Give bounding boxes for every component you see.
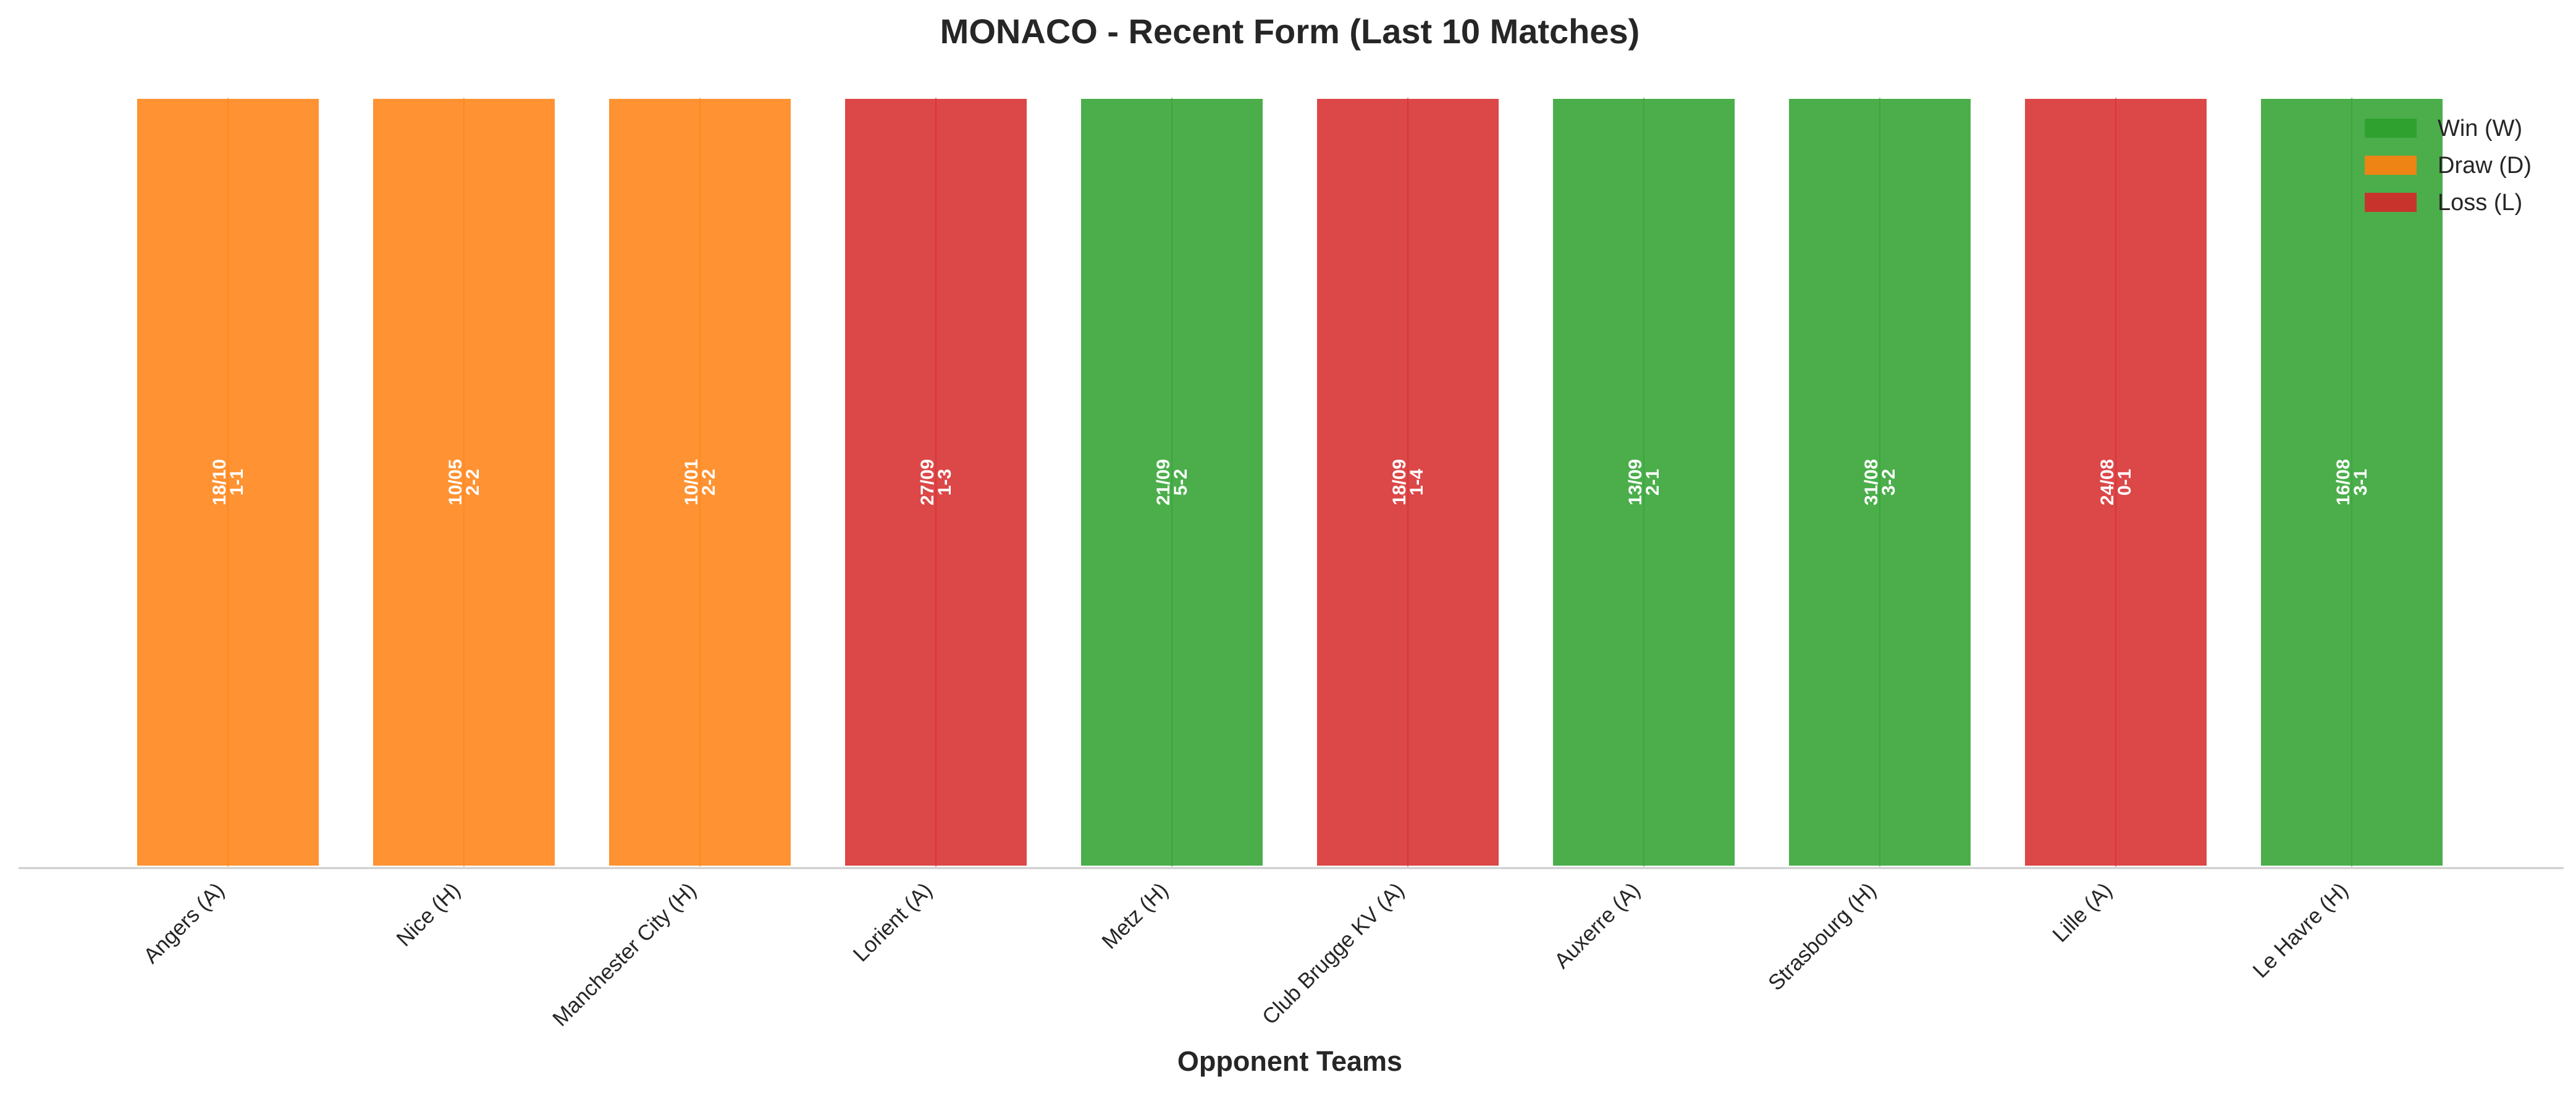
bar-date-label: 18/10 xyxy=(209,459,230,505)
legend-label-L: Loss (L) xyxy=(2438,190,2522,216)
bar-date-label: 21/09 xyxy=(1153,459,1174,505)
legend-swatch-D xyxy=(2365,156,2417,175)
x-tick-label: Angers (A) xyxy=(139,878,229,968)
bar-date-label: 27/09 xyxy=(917,459,938,505)
x-tick-label: Auxerre (A) xyxy=(1550,878,1645,973)
bar-label-9: 16/083-1 xyxy=(2333,459,2371,505)
x-tick-label: Strasbourg (H) xyxy=(1764,878,1881,995)
bar-score-label: 0-1 xyxy=(2115,469,2135,496)
bar-score-label: 5-2 xyxy=(1171,469,1191,496)
bar-score-label: 1-4 xyxy=(1407,469,1427,496)
bar-date-label: 16/08 xyxy=(2333,459,2354,505)
bar-score-label: 2-2 xyxy=(699,469,719,496)
x-tick-label: Lille (A) xyxy=(2048,878,2116,947)
bar-score-label: 2-1 xyxy=(1643,469,1663,496)
x-tick-label: Metz (H) xyxy=(1097,878,1172,953)
x-tick-label: Lorient (A) xyxy=(849,878,937,966)
bar-date-label: 13/09 xyxy=(1625,459,1646,505)
legend-swatch-L xyxy=(2365,193,2417,212)
x-tick-label: Nice (H) xyxy=(392,878,465,951)
legend-swatch-W xyxy=(2365,119,2417,138)
x-axis-label: Opponent Teams xyxy=(1177,1045,1402,1077)
bar-label-0: 18/101-1 xyxy=(209,459,247,505)
bar-label-4: 21/095-2 xyxy=(1153,459,1191,505)
bar-date-label: 10/01 xyxy=(681,459,702,505)
bar-label-8: 24/080-1 xyxy=(2097,459,2135,505)
bar-label-6: 13/092-1 xyxy=(1625,459,1663,505)
bar-label-7: 31/083-2 xyxy=(1861,459,1899,505)
bar-score-label: 3-2 xyxy=(1879,469,1899,496)
x-tick-labels: Angers (A) Nice (H) Manchester City (H) Lor… xyxy=(139,878,2353,1031)
bar-date-label: 18/09 xyxy=(1389,459,1410,505)
bar-label-1: 10/052-2 xyxy=(445,459,483,505)
bar-label-2: 10/012-2 xyxy=(681,459,719,505)
bar-date-label: 24/08 xyxy=(2097,459,2118,505)
bar-label-5: 18/091-4 xyxy=(1389,459,1427,505)
bars: 18/101-1 10/052-2 10/012-2 27/091-3 21/095-2… xyxy=(135,96,2445,868)
legend-label-W: Win (W) xyxy=(2438,116,2522,141)
bar-score-label: 3-1 xyxy=(2351,469,2371,496)
bar-label-3: 27/091-3 xyxy=(917,459,955,505)
x-tick-label: Club Brugge KV (A) xyxy=(1258,878,1409,1029)
bar-score-label: 2-2 xyxy=(463,469,483,496)
x-tick-label: Manchester City (H) xyxy=(548,878,701,1031)
bar-score-label: 1-3 xyxy=(935,469,955,496)
bar-date-label: 31/08 xyxy=(1861,459,1882,505)
chart-title: MONACO - Recent Form (Last 10 Matches) xyxy=(940,12,1640,51)
x-tick-label: Le Havre (H) xyxy=(2248,878,2352,982)
bar-date-label: 10/05 xyxy=(445,459,466,505)
legend: Win (W) Draw (D) Loss (L) xyxy=(2365,116,2532,216)
legend-label-D: Draw (D) xyxy=(2438,153,2532,179)
bar-score-label: 1-1 xyxy=(227,469,247,496)
